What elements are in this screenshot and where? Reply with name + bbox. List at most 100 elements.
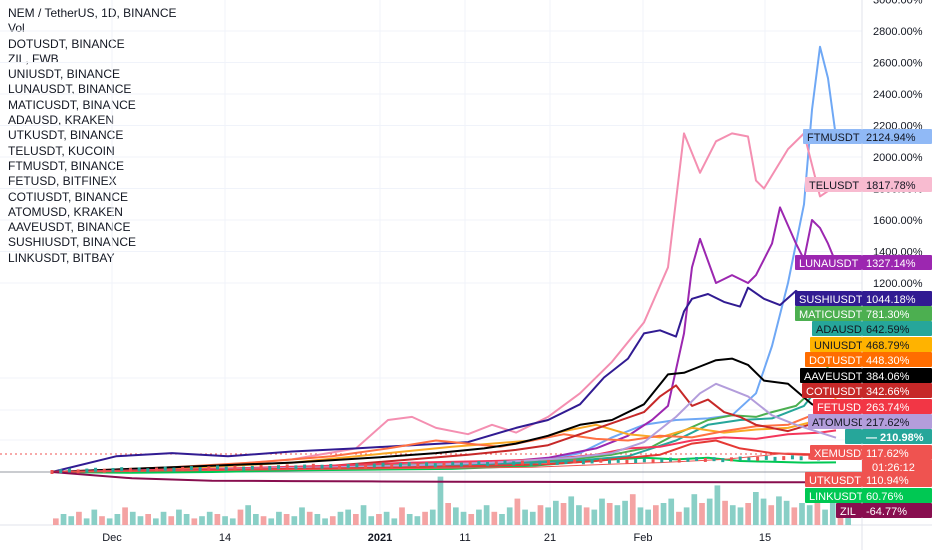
- volume-bar: [783, 500, 790, 525]
- series-name-tag-bg: [810, 445, 862, 460]
- candle: [181, 466, 185, 471]
- legend-item: DOTUSDT, BINANCE: [8, 36, 125, 51]
- candle: [111, 467, 115, 472]
- y-tick-label: 3000.00%: [873, 0, 923, 7]
- volume-bar: [799, 503, 805, 525]
- candle: [189, 466, 193, 471]
- candle: [120, 467, 124, 472]
- candle: [259, 465, 263, 470]
- candle: [703, 457, 707, 462]
- legend-list: DOTUSDT, BINANCE ZIL, FWB UNIUSDT, BINANCE…: [8, 37, 177, 266]
- candle: [790, 455, 794, 460]
- volume-bar: [137, 516, 144, 525]
- series-value-tag: -64.77%: [866, 506, 907, 518]
- candle: [346, 464, 350, 469]
- volume-bar: [729, 505, 736, 525]
- candle: [102, 468, 106, 473]
- volume-bar: [176, 509, 182, 525]
- volume-bar: [791, 507, 798, 525]
- series-name-tag: FETUSD: [817, 402, 861, 414]
- volume-bar: [683, 507, 690, 525]
- countdown-bg: [862, 460, 932, 474]
- series-name-tag-bg: [813, 399, 862, 414]
- series-name-tag-bg: [836, 503, 862, 518]
- volume-bar: [629, 494, 636, 525]
- series-name-tag-bg: [795, 255, 862, 270]
- candle: [738, 456, 742, 461]
- volume-bar: [260, 516, 267, 525]
- candle: [381, 462, 385, 467]
- volume-bar: [760, 498, 767, 525]
- series-name-tag-bg: [795, 291, 862, 306]
- series-value-tag-bg: [862, 383, 932, 398]
- candle: [747, 457, 751, 462]
- series-name-tag: ZIL: [840, 506, 856, 518]
- volume-bar: [399, 507, 405, 525]
- volume-bar: [460, 511, 467, 525]
- series-value-tag-bg: [862, 503, 932, 518]
- candle: [155, 467, 159, 472]
- volume-bar: [299, 507, 305, 525]
- legend-item: UTKUSDT, BINANCE: [8, 128, 124, 143]
- candle: [303, 464, 307, 469]
- volume-bar: [776, 496, 782, 525]
- volume-bar: [560, 503, 567, 525]
- candle: [433, 463, 437, 468]
- candle: [50, 470, 54, 474]
- volume-bar: [145, 514, 151, 525]
- candle: [608, 459, 612, 464]
- candle: [634, 459, 638, 464]
- volume-bar: [699, 503, 705, 525]
- volume-bar: [183, 514, 190, 525]
- volume-bar: [768, 505, 775, 525]
- candle: [355, 463, 359, 468]
- candle: [337, 464, 341, 469]
- volume-bar: [129, 511, 136, 525]
- series-value-tag: 1817.78%: [866, 180, 916, 192]
- series-name-tag-bg: [802, 383, 862, 398]
- series-line-zil: [51, 471, 836, 484]
- volume-bar: [322, 518, 328, 525]
- candle: [590, 459, 594, 464]
- series-value-tag: 642.59%: [866, 324, 910, 336]
- series-name-tag-bg: [810, 337, 862, 352]
- candle: [721, 458, 725, 463]
- candle: [172, 467, 176, 472]
- candle: [442, 462, 446, 467]
- volume-bar: [237, 509, 244, 525]
- y-tick-label: 1200.00%: [873, 278, 923, 290]
- volume-bar: [314, 514, 321, 525]
- candle: [782, 456, 786, 461]
- candle: [276, 465, 280, 470]
- candle: [416, 463, 420, 468]
- candle: [529, 461, 533, 466]
- volume-bar: [276, 511, 282, 525]
- candle: [320, 464, 324, 469]
- series-value-tag: 117.62%: [866, 448, 909, 460]
- series-name-tag-bg: [795, 306, 862, 321]
- volume-bar: [606, 503, 613, 525]
- candle: [459, 462, 463, 467]
- volume-bar: [60, 514, 67, 525]
- candle: [364, 464, 368, 469]
- series-line-dotusdt: [51, 400, 837, 473]
- candle: [329, 463, 333, 468]
- candle: [486, 461, 490, 466]
- series-value-tag: 263.74%: [866, 402, 910, 414]
- candle: [407, 462, 411, 467]
- candle: [128, 468, 132, 473]
- x-tick-label: Feb: [634, 532, 653, 544]
- series-name-tag: ADAUSD: [816, 324, 862, 336]
- candle: [59, 469, 63, 474]
- y-tick-label: 1600.00%: [873, 215, 923, 227]
- legend-item: COTIUSDT, BINANCE: [8, 189, 129, 204]
- candle: [285, 464, 289, 469]
- volume-bar: [653, 505, 659, 525]
- series-name-tag: LUNAUSDT: [799, 258, 859, 270]
- series-name-tag: ATOMUSD: [812, 417, 866, 429]
- volume-bar: [614, 505, 621, 525]
- candle: [85, 468, 89, 473]
- candle: [163, 466, 167, 471]
- volume-bar: [599, 498, 605, 525]
